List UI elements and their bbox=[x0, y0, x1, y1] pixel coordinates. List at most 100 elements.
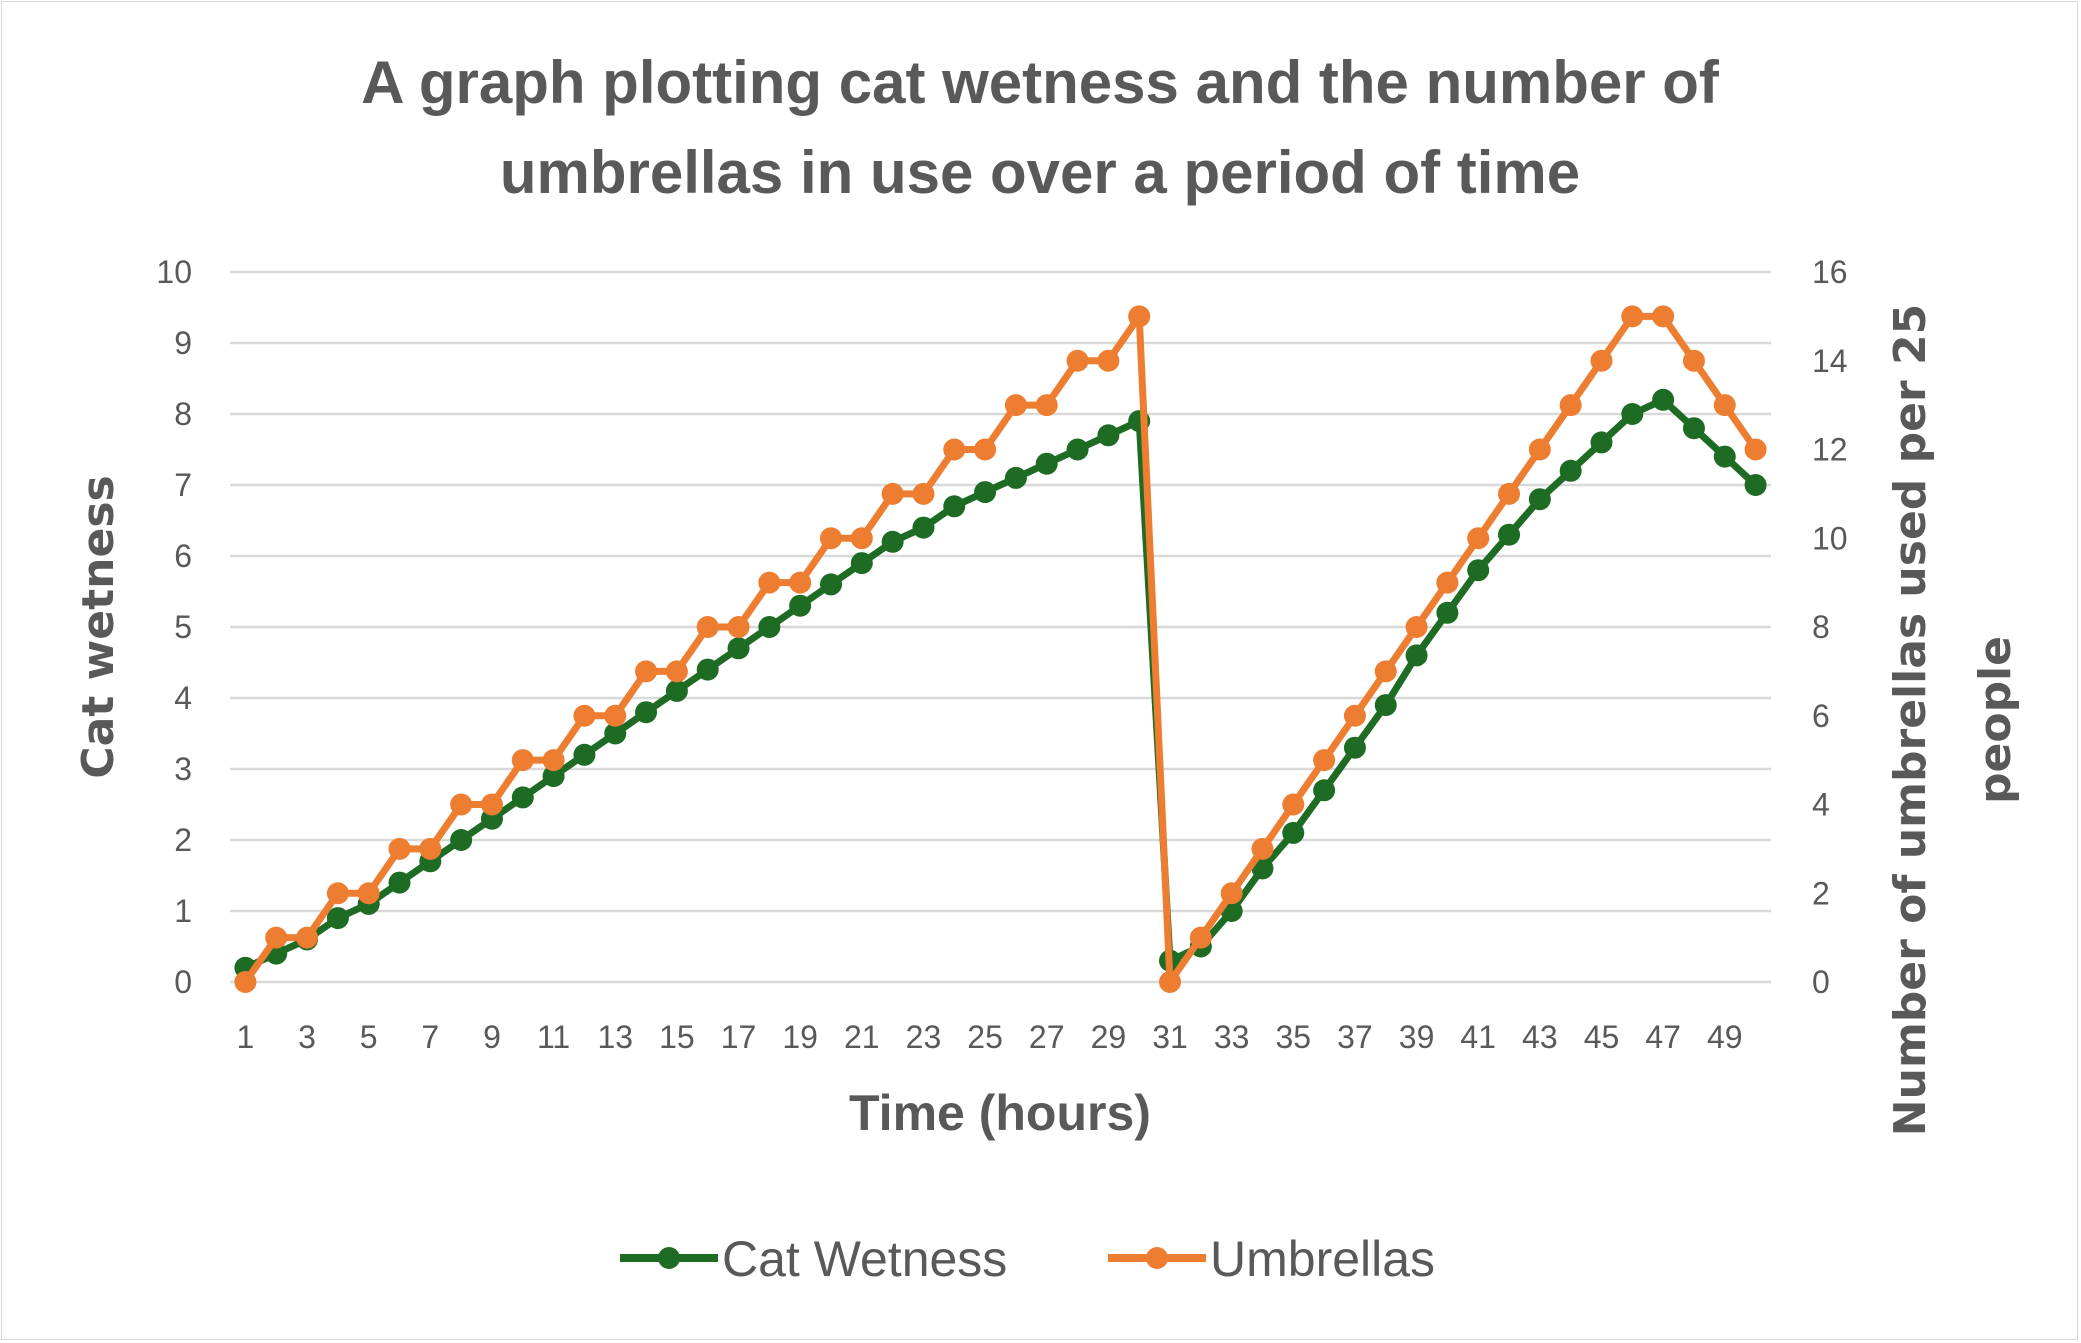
data-point[interactable] bbox=[573, 704, 596, 727]
data-point[interactable] bbox=[881, 530, 904, 553]
data-point[interactable] bbox=[1035, 394, 1058, 417]
data-point[interactable] bbox=[419, 837, 442, 860]
data-point[interactable] bbox=[1528, 438, 1551, 461]
data-point[interactable] bbox=[665, 660, 688, 683]
data-point[interactable] bbox=[1189, 926, 1212, 949]
data-point[interactable] bbox=[1436, 601, 1459, 624]
data-point[interactable] bbox=[542, 749, 565, 772]
data-point[interactable] bbox=[511, 749, 534, 772]
data-point[interactable] bbox=[789, 594, 812, 617]
legend-item-umbrellas[interactable]: Umbrellas bbox=[1108, 1231, 1435, 1287]
data-point[interactable] bbox=[1374, 694, 1397, 717]
data-point[interactable] bbox=[604, 722, 627, 745]
data-point[interactable] bbox=[1405, 644, 1428, 667]
data-point[interactable] bbox=[296, 926, 319, 949]
data-point[interactable] bbox=[727, 616, 750, 638]
data-point[interactable] bbox=[1097, 349, 1120, 372]
data-point[interactable] bbox=[1313, 779, 1336, 802]
data-point[interactable] bbox=[1467, 559, 1490, 582]
data-point[interactable] bbox=[1436, 571, 1459, 594]
data-point[interactable] bbox=[1621, 403, 1644, 425]
data-point[interactable] bbox=[1590, 431, 1613, 454]
y-tick-label: 3 bbox=[174, 751, 192, 787]
y2-tick-label: 16 bbox=[1812, 254, 1848, 290]
data-point[interactable] bbox=[234, 971, 257, 993]
data-point[interactable] bbox=[1159, 971, 1182, 993]
data-point[interactable] bbox=[1467, 527, 1490, 550]
y2-tick-label: 2 bbox=[1812, 875, 1830, 911]
data-point[interactable] bbox=[1066, 438, 1089, 461]
data-point[interactable] bbox=[974, 481, 997, 504]
x-tick-label: 23 bbox=[906, 1019, 942, 1055]
data-point[interactable] bbox=[819, 573, 842, 596]
data-point[interactable] bbox=[450, 829, 473, 851]
data-point[interactable] bbox=[635, 701, 658, 724]
data-point[interactable] bbox=[1374, 660, 1397, 683]
data-point[interactable] bbox=[1682, 349, 1705, 372]
data-point[interactable] bbox=[1128, 305, 1151, 328]
data-point[interactable] bbox=[1343, 736, 1366, 759]
data-point[interactable] bbox=[1682, 417, 1705, 440]
data-point[interactable] bbox=[819, 527, 842, 550]
data-point[interactable] bbox=[1282, 821, 1305, 844]
data-point[interactable] bbox=[850, 552, 873, 575]
legend-item-cat-wetness[interactable]: Cat Wetness bbox=[620, 1231, 1007, 1287]
data-point[interactable] bbox=[1744, 474, 1767, 496]
data-point[interactable] bbox=[388, 871, 411, 894]
data-point[interactable] bbox=[480, 793, 503, 816]
data-point[interactable] bbox=[635, 660, 658, 683]
data-point[interactable] bbox=[1528, 488, 1551, 511]
data-point[interactable] bbox=[1498, 523, 1521, 546]
y-tick-label: 9 bbox=[174, 325, 192, 361]
data-point[interactable] bbox=[542, 765, 565, 788]
data-point[interactable] bbox=[1559, 394, 1582, 417]
y2-tick-label: 14 bbox=[1812, 343, 1848, 379]
data-point[interactable] bbox=[357, 882, 380, 905]
data-point[interactable] bbox=[604, 704, 627, 727]
data-point[interactable] bbox=[1066, 349, 1089, 372]
data-point[interactable] bbox=[974, 438, 997, 461]
data-point[interactable] bbox=[1652, 388, 1675, 411]
data-point[interactable] bbox=[1713, 394, 1736, 417]
data-point[interactable] bbox=[1498, 482, 1521, 505]
data-point[interactable] bbox=[1590, 349, 1613, 372]
data-point[interactable] bbox=[388, 837, 411, 860]
data-point[interactable] bbox=[727, 637, 750, 660]
data-point[interactable] bbox=[1251, 837, 1274, 860]
data-point[interactable] bbox=[1405, 616, 1428, 638]
data-point[interactable] bbox=[1744, 438, 1767, 461]
x-tick-label: 3 bbox=[298, 1019, 316, 1055]
data-point[interactable] bbox=[758, 571, 781, 594]
series-layer bbox=[234, 305, 1767, 993]
data-point[interactable] bbox=[1004, 394, 1027, 417]
data-point[interactable] bbox=[1652, 305, 1675, 328]
data-point[interactable] bbox=[450, 793, 473, 816]
data-point[interactable] bbox=[1313, 749, 1336, 772]
data-point[interactable] bbox=[665, 679, 688, 702]
x-tick-label: 29 bbox=[1091, 1019, 1127, 1055]
data-point[interactable] bbox=[696, 616, 719, 638]
data-point[interactable] bbox=[1343, 704, 1366, 727]
data-point[interactable] bbox=[912, 482, 935, 505]
data-point[interactable] bbox=[1713, 445, 1736, 468]
data-point[interactable] bbox=[789, 571, 812, 594]
data-point[interactable] bbox=[943, 438, 966, 461]
data-point[interactable] bbox=[573, 743, 596, 766]
data-point[interactable] bbox=[1282, 793, 1305, 816]
data-point[interactable] bbox=[265, 926, 288, 949]
data-point[interactable] bbox=[326, 882, 349, 905]
data-point[interactable] bbox=[1004, 466, 1027, 489]
data-point[interactable] bbox=[912, 516, 935, 539]
data-point[interactable] bbox=[850, 527, 873, 550]
data-point[interactable] bbox=[881, 482, 904, 505]
data-point[interactable] bbox=[1559, 459, 1582, 482]
data-point[interactable] bbox=[511, 786, 534, 809]
data-point[interactable] bbox=[1220, 882, 1243, 905]
data-point[interactable] bbox=[1621, 305, 1644, 328]
data-point[interactable] bbox=[1097, 424, 1120, 447]
data-point[interactable] bbox=[943, 495, 966, 518]
data-point[interactable] bbox=[758, 616, 781, 638]
data-point[interactable] bbox=[1035, 452, 1058, 475]
data-point[interactable] bbox=[326, 907, 349, 930]
data-point[interactable] bbox=[696, 658, 719, 681]
